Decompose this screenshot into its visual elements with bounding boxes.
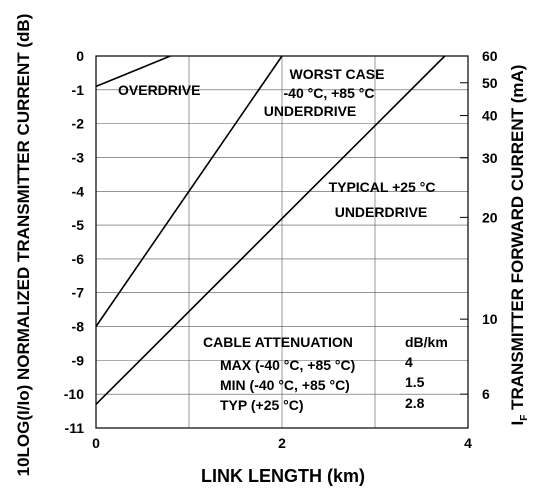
table-header: CABLE ATTENUATION bbox=[203, 334, 353, 350]
y-tick-label: -10 bbox=[64, 386, 84, 402]
table-row-label: MIN (-40 °C, +85 °C) bbox=[220, 377, 350, 393]
typical-line bbox=[95, 55, 446, 405]
table-row-value: 2.8 bbox=[405, 395, 425, 411]
y-axis-title-left: 10LOG(I/Io) NORMALIZED TRANSMITTER CURRE… bbox=[14, 14, 33, 477]
table-row-value: 1.5 bbox=[405, 374, 425, 390]
y-tick-label: -9 bbox=[72, 352, 85, 368]
typical-label-1: TYPICAL +25 °C bbox=[329, 179, 436, 195]
y-tick-label: -3 bbox=[72, 149, 85, 165]
table-row-label: MAX (-40 °C, +85 °C) bbox=[220, 357, 355, 373]
y-tick-label: -6 bbox=[72, 251, 85, 267]
y-tick-label: -11 bbox=[65, 420, 85, 436]
worst-case-label-3: UNDERDRIVE bbox=[264, 103, 357, 119]
table-row-label: TYP (+25 °C) bbox=[220, 397, 304, 413]
right-tick-label: 10 bbox=[482, 311, 498, 327]
series-lines bbox=[95, 55, 446, 405]
right-tick-label: 20 bbox=[482, 209, 498, 225]
x-tick-label: 4 bbox=[464, 435, 472, 451]
y-tick-label: -7 bbox=[72, 285, 85, 301]
right-tick-label: 6 bbox=[482, 386, 490, 402]
y-tick-label: -1 bbox=[72, 82, 85, 98]
tick-labels: 0 -1 -2 -3 -4 -5 -6 -7 -8 -9 -10 -11 0 2 4 bbox=[64, 48, 472, 451]
table-unit: dB/km bbox=[405, 334, 448, 350]
y-tick-label: -5 bbox=[72, 217, 85, 233]
attenuation-table: CABLE ATTENUATION dB/km MAX (-40 °C, +85… bbox=[203, 334, 448, 413]
y-tick-label: -4 bbox=[72, 183, 85, 199]
worst-case-line bbox=[95, 55, 283, 327]
y-axis-title-right: IF TRANSMITTER FORWARD CURRENT (mA) bbox=[508, 65, 530, 426]
x-tick-label: 0 bbox=[92, 435, 100, 451]
y-tick-label: 0 bbox=[76, 48, 84, 64]
worst-case-label-2: -40 °C, +85 °C bbox=[284, 85, 375, 101]
table-row-value: 4 bbox=[405, 354, 413, 370]
x-axis-title: LINK LENGTH (km) bbox=[201, 466, 365, 486]
right-tick-label: 30 bbox=[482, 150, 498, 166]
typical-label-2: UNDERDRIVE bbox=[335, 204, 428, 220]
worst-case-label-1: WORST CASE bbox=[290, 66, 385, 82]
right-tick-label: 50 bbox=[482, 75, 498, 91]
overdrive-label: OVERDRIVE bbox=[118, 82, 200, 98]
y-tick-label: -8 bbox=[72, 319, 85, 335]
right-tick-label: 60 bbox=[482, 48, 498, 64]
right-tick-label: 40 bbox=[482, 108, 498, 124]
y-tick-label: -2 bbox=[72, 116, 85, 132]
overdrive-line bbox=[95, 55, 171, 88]
x-tick-label: 2 bbox=[278, 435, 286, 451]
right-axis-ticks: 60 50 40 30 20 10 6 bbox=[460, 48, 498, 402]
